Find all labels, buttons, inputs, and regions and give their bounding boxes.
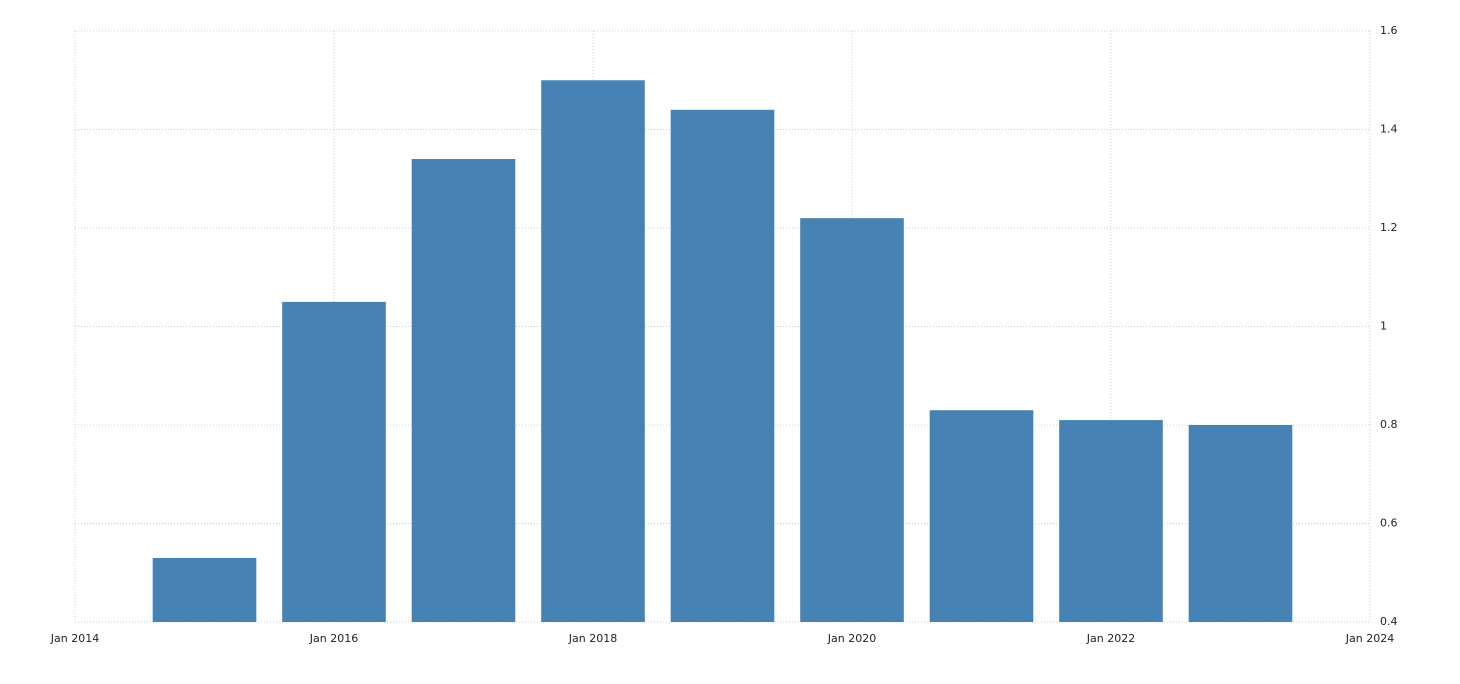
y-tick-label: 0.4 — [1380, 615, 1398, 628]
x-tick-label: Jan 2016 — [309, 632, 358, 645]
bar — [1188, 425, 1293, 622]
y-tick-label: 1.4 — [1380, 123, 1398, 136]
bar — [800, 218, 904, 622]
bar — [541, 80, 645, 622]
bar — [670, 109, 775, 623]
x-tick-label: Jan 2024 — [1345, 632, 1394, 645]
bar — [929, 410, 1034, 622]
y-tick-label: 0.6 — [1380, 517, 1398, 530]
x-tick-label: Jan 2022 — [1086, 632, 1135, 645]
x-tick-label: Jan 2018 — [568, 632, 617, 645]
bar — [152, 557, 257, 622]
y-tick-label: 1.6 — [1380, 24, 1398, 37]
x-tick-label: Jan 2020 — [827, 632, 876, 645]
y-tick-label: 1.2 — [1380, 221, 1398, 234]
y-tick-label: 0.8 — [1380, 418, 1398, 431]
bar — [282, 301, 386, 622]
y-tick-label: 1 — [1380, 320, 1387, 333]
bar — [1059, 420, 1163, 622]
bar — [411, 159, 516, 623]
x-tick-label: Jan 2014 — [50, 632, 99, 645]
